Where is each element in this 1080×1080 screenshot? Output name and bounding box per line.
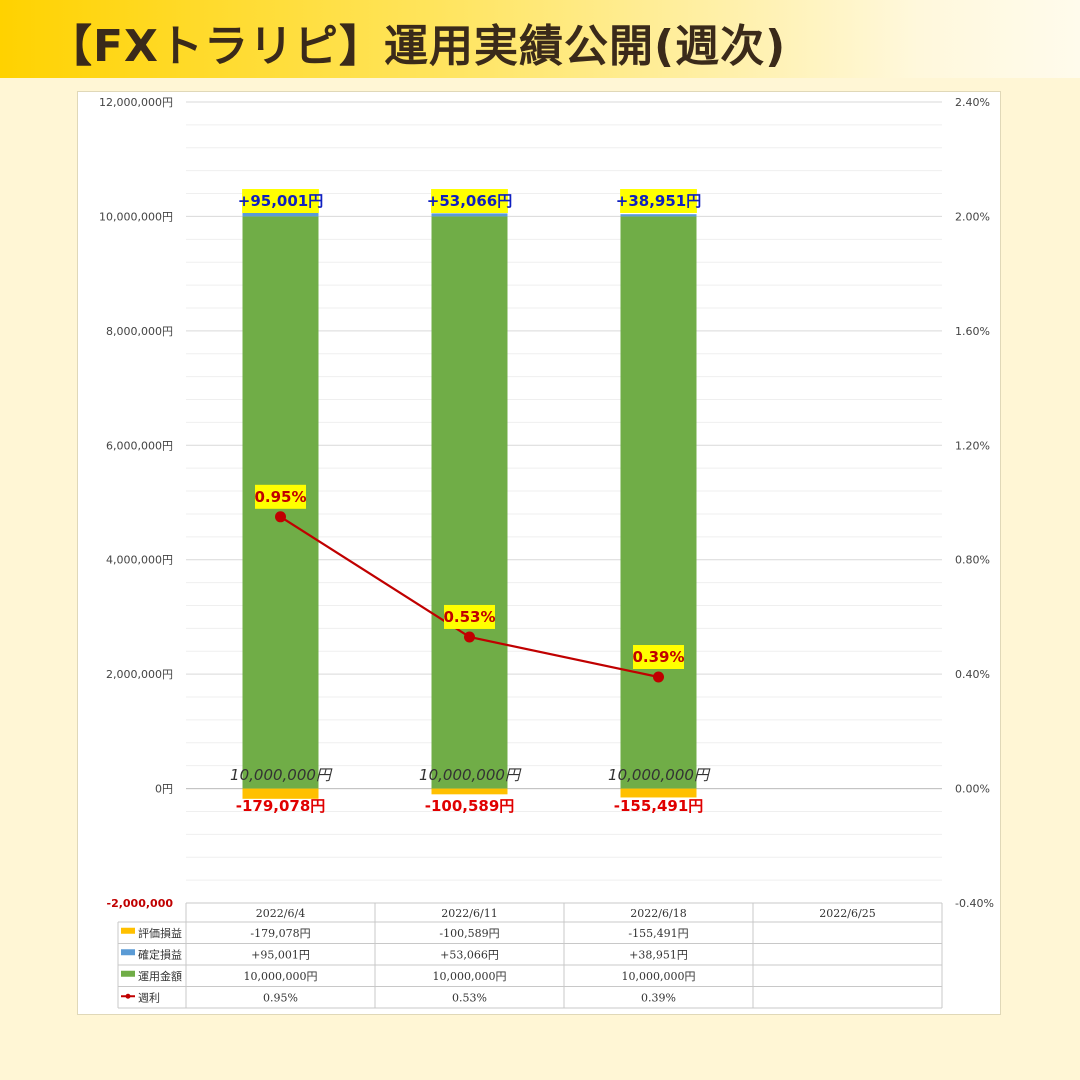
table-cell: 0.39% [641, 991, 676, 1004]
unrealized-pl-label: -155,491円 [614, 797, 704, 815]
bar-realized-profit [620, 214, 697, 217]
bar-operating-amount [620, 216, 697, 789]
y2-axis-tick-label: 1.60% [955, 325, 990, 338]
bar-unrealized-pl [431, 788, 508, 795]
bar-unrealized-pl [620, 788, 697, 798]
y2-axis-tick-label: 0.00% [955, 783, 990, 796]
table-header-date: 2022/6/18 [630, 907, 686, 920]
unrealized-pl-label: -179,078円 [236, 797, 326, 815]
weekly-return-label: 0.53% [443, 608, 495, 626]
legend-label: 運用金額 [138, 969, 182, 983]
y-axis-tick-label: -2,000,000 [107, 897, 174, 910]
operating-amount-label: 10,000,000円 [419, 766, 522, 784]
table-header-date: 2022/6/11 [441, 907, 497, 920]
table-cell: -179,078円 [250, 927, 310, 940]
y-axis-tick-label: 8,000,000円 [106, 325, 173, 338]
operating-amount-label: 10,000,000円 [230, 766, 333, 784]
weekly-return-point [464, 631, 475, 643]
realized-profit-label-bg [620, 189, 697, 213]
table-cell: +53,066円 [440, 948, 499, 961]
legend-label: 週利 [138, 991, 160, 1004]
y-axis-tick-label: 6,000,000円 [106, 439, 173, 452]
table-cell: 10,000,000円 [622, 970, 696, 983]
weekly-return-label: 0.95% [254, 488, 306, 506]
legend-key-swatch [121, 949, 135, 956]
realized-profit-label-bg [431, 189, 508, 213]
table-cell: 0.95% [263, 991, 298, 1004]
legend-label: 確定損益 [138, 947, 182, 961]
bar-operating-amount [431, 216, 508, 789]
table-cell: -155,491円 [628, 927, 688, 940]
weekly-return-label: 0.39% [632, 648, 684, 666]
table-cell: 0.53% [452, 991, 487, 1004]
weekly-return-label-bg [444, 604, 495, 629]
operating-amount-label: 10,000,000円 [608, 766, 711, 784]
realized-profit-label: +38,951円 [616, 192, 701, 210]
weekly-return-point [653, 671, 664, 683]
y2-axis-tick-label: 0.40% [955, 668, 990, 681]
y-axis-tick-label: 12,000,000円 [99, 96, 173, 109]
legend-label: 評価損益 [138, 926, 182, 940]
y2-axis-tick-label: 2.00% [955, 210, 990, 223]
y-axis-tick-label: 2,000,000円 [106, 668, 173, 681]
unrealized-pl-label: -100,589円 [425, 797, 515, 815]
bar-unrealized-pl [242, 788, 319, 799]
table-cell: -100,589円 [439, 927, 499, 940]
legend-key-swatch [121, 927, 135, 934]
table-cell: +38,951円 [629, 948, 688, 961]
realized-profit-label: +53,066円 [427, 192, 512, 210]
page-title: 【FXトラリピ】運用実績公開(週次) [48, 21, 787, 72]
table-header-date: 2022/6/25 [819, 907, 875, 920]
weekly-return-label-bg [255, 484, 306, 509]
header-banner: 【FXトラリピ】運用実績公開(週次) [0, 0, 1080, 78]
bar-realized-profit [431, 213, 508, 217]
legend-key-swatch [121, 970, 135, 977]
y2-axis-tick-label: -0.40% [955, 897, 994, 910]
table-cell: 10,000,000円 [244, 970, 318, 983]
realized-profit-label: +95,001円 [238, 192, 323, 210]
table-cell: +95,001円 [251, 948, 310, 961]
y2-axis-tick-label: 1.20% [955, 439, 990, 452]
y-axis-tick-label: 0円 [155, 783, 173, 796]
y-axis-tick-label: 4,000,000円 [106, 554, 173, 567]
bar-realized-profit [242, 210, 319, 217]
y2-axis-tick-label: 2.40% [955, 96, 990, 109]
weekly-return-label-bg [633, 645, 684, 670]
y2-axis-tick-label: 0.80% [955, 554, 990, 567]
y-axis-tick-label: 10,000,000円 [99, 210, 173, 223]
weekly-return-point [275, 511, 286, 523]
chart-panel: +95,001円 10,000,000円 -179,078円 0.95% +53,066… [77, 91, 1001, 1015]
legend-key-point [125, 993, 131, 999]
table-header-date: 2022/6/4 [256, 907, 305, 920]
combo-chart: +95,001円 10,000,000円 -179,078円 0.95% +53,066… [99, 96, 994, 1009]
table-cell: 10,000,000円 [433, 970, 507, 983]
realized-profit-label-bg [242, 189, 319, 213]
